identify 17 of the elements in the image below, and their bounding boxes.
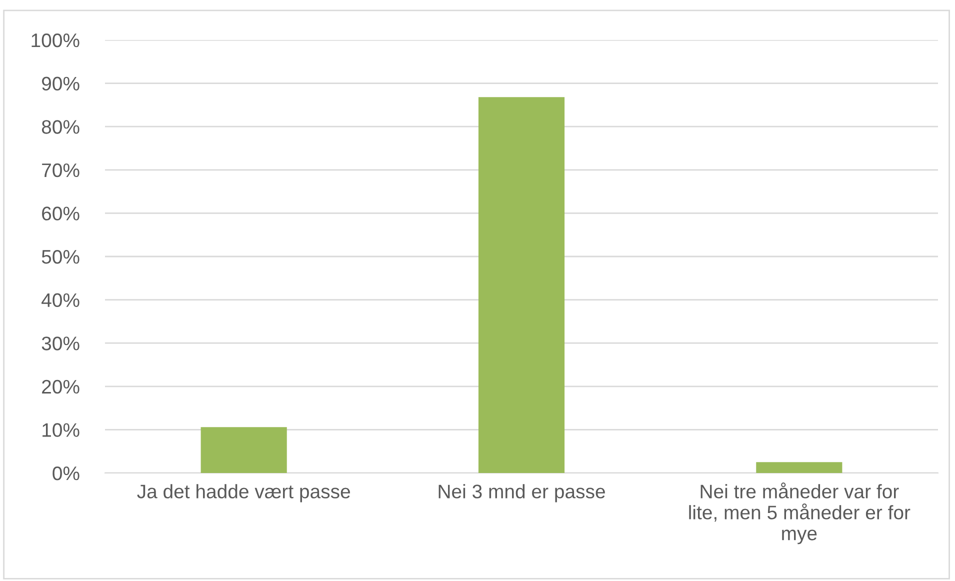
y-tick-label: 90% (42, 76, 80, 91)
y-tick-label: 40% (42, 293, 80, 308)
y-tick-label: 60% (42, 206, 80, 220)
y-tick-label: 0% (52, 466, 80, 480)
y-tick-label: 30% (42, 336, 80, 350)
x-tick-label: Nei 3 mnd er passe (438, 484, 605, 502)
bar (478, 97, 565, 473)
y-tick-label: 10% (42, 423, 80, 437)
x-tick-label: Ja det hadde vært passe (137, 484, 350, 502)
y-tick-label: 80% (42, 120, 80, 134)
x-tick-label: Nei tre måneder var for lite, men 5 måneder er for mye (689, 482, 910, 544)
bar (756, 462, 842, 473)
y-tick-label: 50% (42, 250, 80, 264)
y-tick-label: 70% (42, 163, 80, 178)
y-tick-label: 100% (32, 33, 80, 48)
bar (200, 427, 287, 473)
y-tick-label: 20% (42, 380, 80, 394)
